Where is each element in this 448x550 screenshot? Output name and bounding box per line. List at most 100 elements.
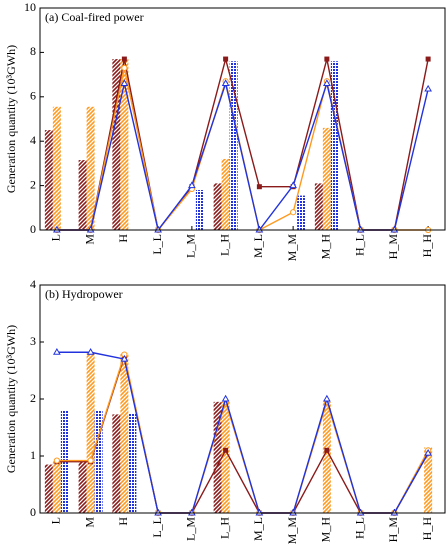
bar [322, 401, 331, 513]
x-tick-label: H_L [352, 234, 366, 256]
x-tick-label: L [49, 234, 63, 241]
marker [424, 448, 432, 456]
plot-frame [39, 7, 446, 231]
x-tick-label: H_L [352, 517, 366, 539]
marker [289, 508, 297, 516]
bar [86, 106, 95, 230]
bar [314, 183, 323, 230]
y-axis-label: Generation quantity (10³GWh) [4, 325, 18, 473]
x-tick-label: M_H [319, 234, 333, 260]
marker [390, 225, 399, 233]
marker [188, 508, 196, 516]
x-tick-label: L_H [217, 517, 231, 539]
x-tick-label: M_L [251, 234, 265, 258]
bar [52, 106, 61, 230]
x-tick-label: M_M [285, 517, 299, 545]
x-tick-label: H_M [386, 234, 400, 260]
bar [424, 447, 433, 513]
x-tick-label: H [116, 234, 130, 243]
bar [221, 158, 230, 230]
bar [128, 413, 137, 513]
marker [121, 64, 128, 72]
bar [112, 414, 121, 513]
plot-frame [39, 284, 446, 514]
y-axis-label: Generation quantity (10³GWh) [4, 45, 18, 193]
bar [86, 353, 95, 513]
x-tick-label: L_M [184, 517, 198, 541]
marker [154, 225, 162, 233]
bar [44, 130, 53, 230]
y-tick-label: 2 [30, 177, 36, 191]
marker [120, 79, 129, 86]
x-tick-label: L_L [150, 234, 164, 255]
marker [290, 209, 297, 216]
marker [256, 184, 262, 190]
marker [324, 447, 330, 453]
marker [53, 225, 61, 233]
bar [112, 59, 121, 231]
marker [324, 56, 330, 62]
x-tick-label: L [49, 517, 63, 524]
y-tick-label: 3 [30, 334, 36, 348]
y-tick-label: 4 [30, 277, 36, 291]
marker [53, 348, 61, 355]
marker [255, 508, 264, 516]
x-tick-label: M [82, 517, 96, 528]
bar [229, 61, 238, 230]
bar [120, 59, 129, 231]
marker [221, 394, 230, 402]
bar [330, 61, 339, 230]
x-tick-label: M [82, 234, 96, 245]
marker [289, 181, 297, 189]
x-tick-label: H_H [420, 517, 434, 541]
bar [221, 401, 230, 513]
panel-title: (a) Coal-fired power [45, 10, 144, 24]
marker [356, 225, 365, 233]
marker [53, 457, 60, 464]
marker [255, 225, 264, 233]
bar [213, 183, 222, 230]
bar [94, 410, 103, 513]
bar [52, 460, 61, 513]
bar [297, 195, 306, 230]
x-tick-label: L_H [217, 234, 231, 256]
panel: 0 1 2 3 4 Generation quantity (10³GWh) (b) Hyd… [4, 277, 446, 545]
marker [188, 181, 196, 189]
marker [424, 84, 432, 92]
y-tick-label: 0 [30, 222, 36, 236]
marker [86, 225, 95, 233]
marker [120, 354, 129, 362]
x-tick-label: H_M [386, 517, 400, 543]
marker [323, 79, 331, 86]
marker [121, 56, 127, 62]
bar [120, 353, 129, 513]
marker [425, 56, 431, 62]
bar [213, 401, 222, 513]
x-tick-label: M_M [285, 234, 299, 262]
x-tick-label: H_H [420, 234, 434, 258]
marker [223, 56, 229, 62]
y-tick-label: 0 [30, 505, 36, 519]
marker [390, 508, 399, 516]
marker [86, 348, 95, 355]
bar [78, 160, 87, 230]
y-tick-label: 6 [30, 89, 36, 103]
panel: 0 2 4 6 8 10 Generation quantity (10³GWh) (a) C… [4, 0, 446, 262]
marker [87, 457, 94, 464]
bar [322, 127, 331, 230]
x-tick-label: M_L [251, 517, 265, 541]
bar [195, 190, 204, 230]
marker [356, 508, 365, 516]
panel-title: (b) Hydropower [45, 287, 123, 301]
marker [223, 447, 229, 453]
bar [78, 461, 87, 513]
marker [323, 394, 331, 402]
y-tick-label: 1 [30, 448, 36, 462]
y-tick-label: 8 [30, 44, 36, 58]
x-tick-label: H [116, 517, 130, 526]
marker [154, 508, 162, 516]
x-tick-label: L_L [150, 517, 164, 538]
x-tick-label: L_M [184, 234, 198, 258]
y-tick-label: 4 [30, 133, 36, 147]
